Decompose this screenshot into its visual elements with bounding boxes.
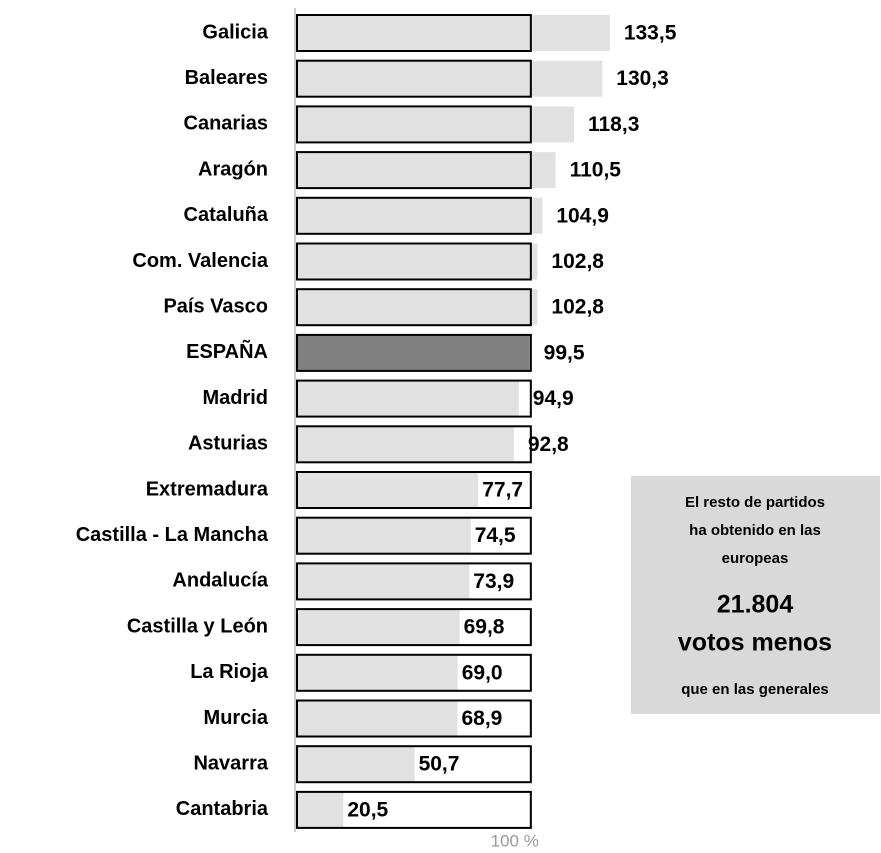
value-label: 69,0	[462, 661, 503, 684]
reference-box	[296, 196, 532, 235]
bar	[296, 289, 538, 326]
category-label: ESPAÑA	[186, 340, 268, 363]
category-label: Asturias	[188, 433, 268, 455]
value-label: 92,8	[528, 433, 569, 456]
bar	[296, 380, 519, 417]
reference-box	[296, 242, 532, 281]
reference-box	[296, 516, 532, 555]
category-label: Madrid	[202, 387, 268, 409]
category-label: Aragón	[198, 158, 268, 180]
value-label: 20,5	[347, 798, 388, 821]
bar	[296, 334, 530, 371]
annotation-text: El resto de partidos	[685, 494, 825, 511]
reference-box	[296, 288, 532, 327]
reference-box	[296, 14, 532, 52]
bar	[296, 609, 460, 646]
reference-box	[296, 379, 532, 418]
value-label: 118,3	[588, 113, 639, 136]
value-label: 110,5	[570, 159, 622, 182]
category-label: Navarra	[193, 752, 268, 774]
bar	[296, 15, 610, 51]
category-label: Andalucía	[172, 570, 268, 592]
reference-box	[296, 790, 532, 829]
bar	[296, 472, 479, 508]
reference-box	[296, 105, 532, 144]
bar	[296, 563, 470, 600]
value-label: 68,9	[461, 707, 502, 730]
reference-box	[296, 653, 532, 692]
category-label: Galicia	[202, 21, 268, 43]
reference-box	[296, 59, 532, 98]
reference-box	[296, 699, 532, 738]
value-label: 77,7	[482, 479, 523, 502]
annotation-number: votos menos	[678, 629, 832, 657]
category-label: Com. Valencia	[132, 250, 268, 272]
annotation-text: ha obtenido en las	[689, 522, 821, 539]
category-label: Canarias	[184, 113, 269, 135]
category-label: Castilla - La Mancha	[76, 524, 269, 546]
annotation-text: europeas	[722, 550, 789, 567]
value-label: 130,3	[616, 67, 669, 90]
annotation-number: 21.804	[717, 591, 794, 619]
value-label: 50,7	[419, 753, 460, 776]
bar	[296, 106, 574, 143]
value-label: 104,9	[556, 204, 609, 227]
reference-box	[296, 425, 532, 464]
reference-box	[296, 562, 532, 601]
reference-box	[296, 471, 532, 509]
bar	[296, 746, 415, 783]
value-label: 102,8	[551, 250, 604, 273]
category-label: Murcia	[204, 707, 269, 729]
annotation-box	[631, 476, 880, 714]
bar	[296, 791, 344, 828]
category-label: País Vasco	[163, 295, 268, 317]
bar	[296, 152, 556, 189]
bar	[296, 517, 471, 554]
value-label: 69,8	[464, 616, 505, 639]
value-label: 94,9	[533, 387, 574, 410]
bar	[296, 700, 458, 737]
bar	[296, 243, 538, 280]
value-label: 133,5	[624, 22, 677, 45]
x-tick-label: 100 %	[491, 831, 539, 850]
reference-box	[296, 151, 532, 190]
category-label: Castilla y León	[127, 615, 268, 637]
category-label: Cantabria	[176, 798, 269, 820]
category-label: La Rioja	[190, 661, 269, 683]
bar	[296, 197, 543, 234]
reference-box	[296, 333, 532, 372]
reference-box	[296, 745, 532, 784]
value-label: 102,8	[551, 296, 604, 319]
category-label: Cataluña	[184, 204, 269, 226]
category-label: Baleares	[185, 67, 268, 89]
value-label: 99,5	[544, 341, 585, 364]
value-label: 73,9	[473, 570, 514, 593]
bar	[296, 60, 603, 97]
category-label: Extremadura	[146, 478, 269, 500]
bar	[296, 426, 514, 463]
bar	[296, 654, 458, 691]
reference-box	[296, 608, 532, 647]
value-label: 74,5	[475, 524, 516, 547]
annotation-text: que en las generales	[681, 681, 829, 698]
